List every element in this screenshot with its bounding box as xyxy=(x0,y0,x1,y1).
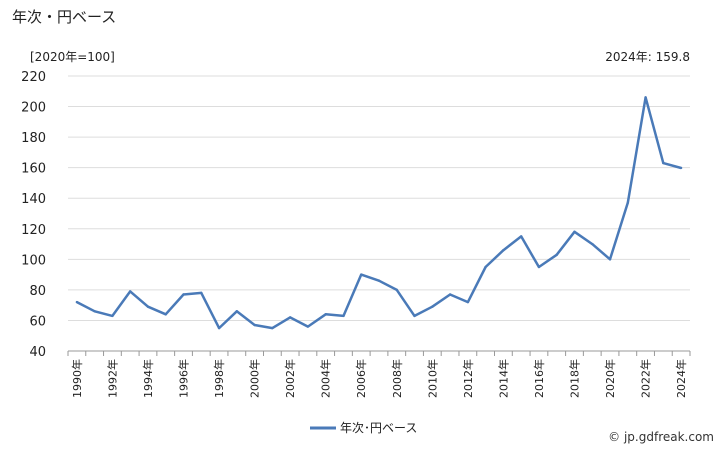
y-tick-label-220: 220 xyxy=(21,70,46,85)
data-point-1996 xyxy=(182,293,185,296)
y-tick-label-160: 160 xyxy=(21,162,46,177)
grid-lines xyxy=(68,75,690,352)
x-tick-label-1992: 1992年 xyxy=(105,359,119,398)
data-point-2022 xyxy=(644,96,647,99)
x-tick-label-2010: 2010年 xyxy=(425,359,439,398)
unit-label: [2020年=100] xyxy=(30,50,115,64)
data-point-2014 xyxy=(502,248,505,252)
series-line-0 xyxy=(76,96,682,330)
data-point-2008 xyxy=(395,288,398,292)
data-point-2002 xyxy=(288,316,292,319)
data-point-1990 xyxy=(75,300,79,304)
data-point-1993 xyxy=(129,290,132,293)
data-point-2006 xyxy=(360,273,363,276)
data-point-2011 xyxy=(448,293,452,296)
legend: 年次･円ベース xyxy=(310,421,417,435)
y-tick-label-80: 80 xyxy=(29,284,46,299)
y-tick-label-180: 180 xyxy=(21,131,46,146)
y-axis-ticks: 40 60 80 100 120 140 160 180 200 220 xyxy=(21,70,46,360)
data-point-1994 xyxy=(146,305,150,308)
data-point-1998 xyxy=(217,326,221,330)
x-tick-label-2024: 2024年 xyxy=(674,359,688,398)
x-tick-label-2014: 2014年 xyxy=(496,359,510,398)
data-point-2010 xyxy=(431,305,434,308)
data-point-2013 xyxy=(484,265,487,269)
data-point-2021 xyxy=(626,201,629,205)
y-tick-label-60: 60 xyxy=(29,314,46,329)
data-point-2001 xyxy=(271,326,274,330)
x-tick-label-2020: 2020年 xyxy=(603,359,617,398)
x-tick-label-2006: 2006年 xyxy=(354,359,368,398)
data-point-2018 xyxy=(573,230,576,234)
x-tick-label-1994: 1994年 xyxy=(141,359,155,398)
data-point-2009 xyxy=(413,314,416,318)
x-tick-label-1998: 1998年 xyxy=(212,359,226,398)
data-point-2024 xyxy=(679,166,683,170)
x-tick-label-2004: 2004年 xyxy=(319,359,333,398)
data-point-2023 xyxy=(662,161,665,165)
data-point-2000 xyxy=(253,323,256,327)
x-tick-label-1990: 1990年 xyxy=(70,359,84,398)
y-tick-label-40: 40 xyxy=(29,345,46,360)
y-tick-label-140: 140 xyxy=(21,192,46,207)
x-tick-label-2022: 2022年 xyxy=(639,359,653,398)
x-tick-label-2016: 2016年 xyxy=(532,359,546,398)
data-point-2017 xyxy=(555,253,558,256)
data-point-2016 xyxy=(537,265,541,269)
data-point-2015 xyxy=(519,235,523,238)
series-layer xyxy=(75,96,683,330)
x-tick-label-2012: 2012年 xyxy=(461,359,475,398)
data-point-2012 xyxy=(466,300,470,304)
data-point-1992 xyxy=(111,314,114,318)
data-point-2004 xyxy=(324,313,327,316)
data-point-2003 xyxy=(306,325,310,328)
x-tick-label-1996: 1996年 xyxy=(177,359,191,398)
y-tick-label-200: 200 xyxy=(21,101,46,116)
chart-title: 年次・円ベース xyxy=(12,8,117,26)
y-tick-label-120: 120 xyxy=(21,223,46,238)
x-tick-label-2008: 2008年 xyxy=(390,359,404,398)
data-point-1995 xyxy=(164,313,167,316)
data-point-2007 xyxy=(377,279,381,282)
legend-label: 年次･円ベース xyxy=(340,421,417,435)
data-point-1999 xyxy=(235,310,239,313)
x-tick-label-2018: 2018年 xyxy=(567,359,581,398)
data-point-2019 xyxy=(591,242,594,246)
data-point-2020 xyxy=(608,258,612,261)
source-credit: © jp.gdfreak.com xyxy=(608,430,714,444)
x-tick-label-2000: 2000年 xyxy=(248,359,262,398)
x-tick-label-2002: 2002年 xyxy=(283,359,297,398)
data-point-1991 xyxy=(93,310,96,313)
x-axis-ticks: 1990年 1992年 1994年 1996年 1998年 2000年 2002年 2004年… xyxy=(67,350,691,398)
y-tick-label-100: 100 xyxy=(21,253,46,268)
latest-value-label: 2024年: 159.8 xyxy=(605,50,690,64)
data-point-1997 xyxy=(200,291,203,295)
data-point-2005 xyxy=(342,314,345,318)
